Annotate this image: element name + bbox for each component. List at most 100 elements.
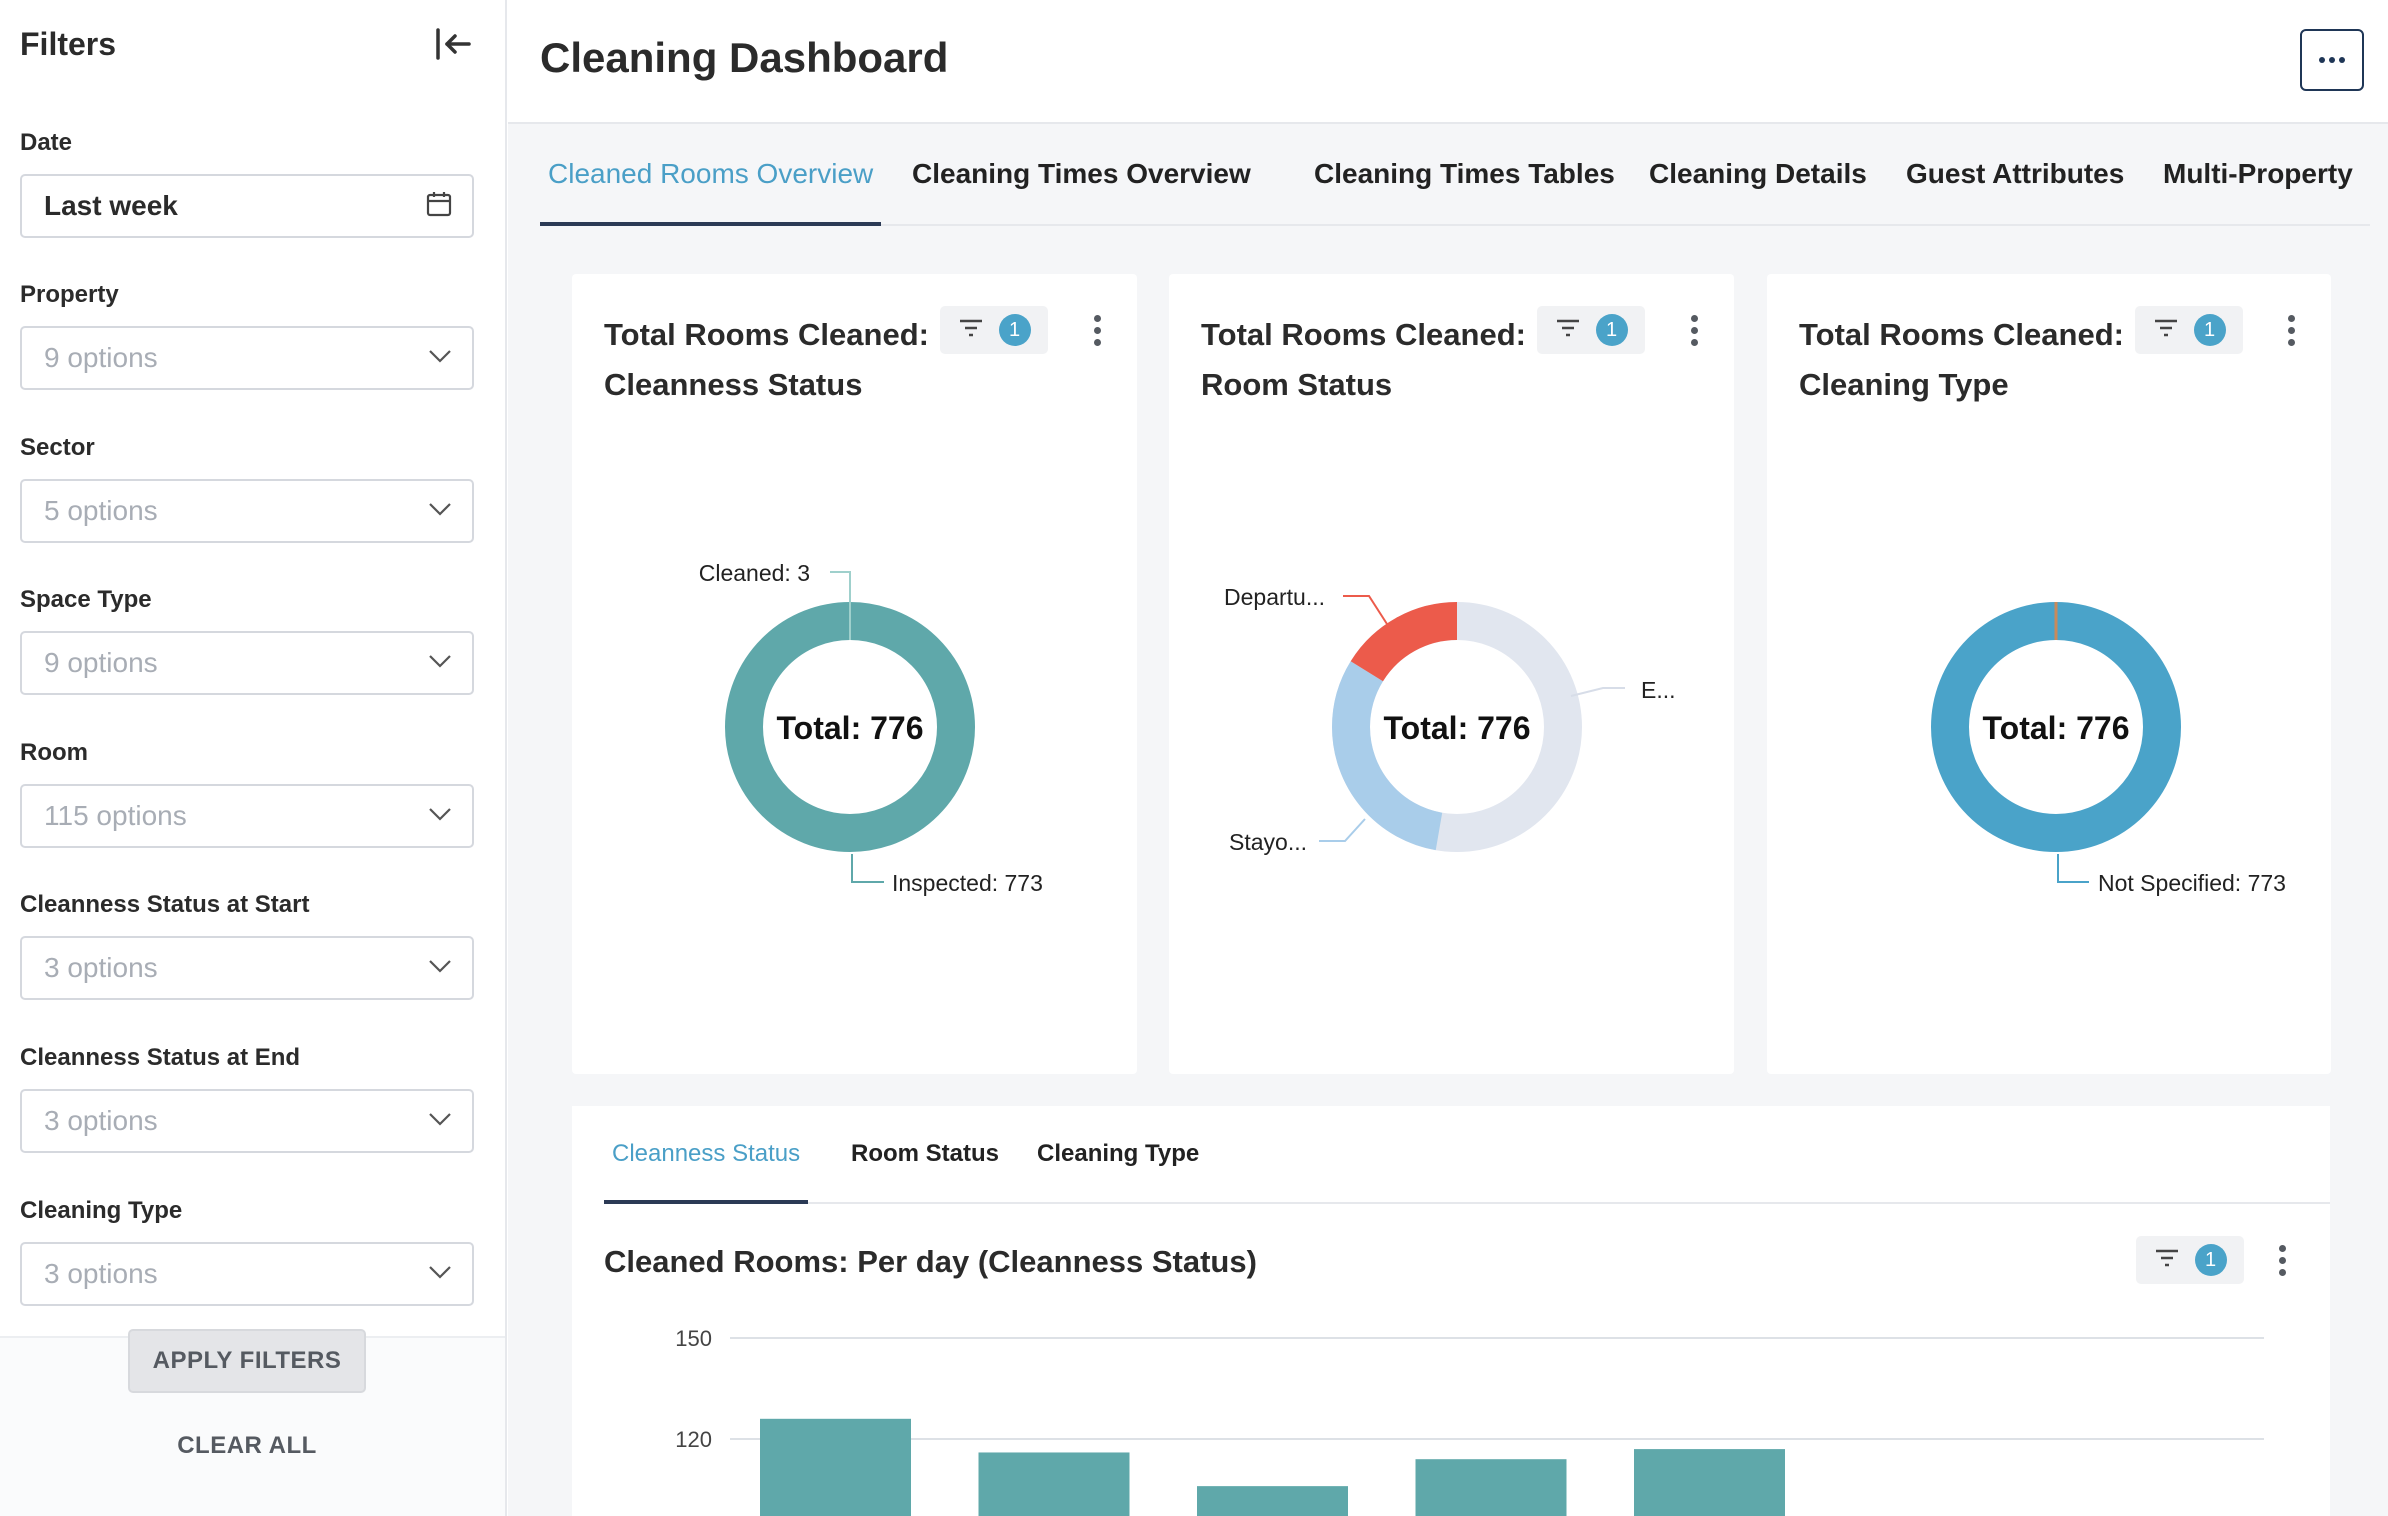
card-filter-chip[interactable]: 1 [1537, 306, 1645, 354]
cleanness-status-card: Total Rooms Cleaned: Cleanness Status 1 … [572, 274, 1137, 1074]
bar-day-1[interactable] [760, 1418, 911, 1516]
cleanness-start-placeholder: 3 options [44, 952, 158, 983]
per-day-bar-chart: 150 120 [675, 1326, 2264, 1516]
filter-label: Cleaning Type [20, 1197, 183, 1224]
card-title: Total Rooms Cleaned: Room Status [1201, 317, 1526, 402]
sector-select[interactable]: 5 options [20, 479, 474, 543]
leader-line-cleaned [830, 571, 851, 640]
filter-cleaning-type: Cleaning Type 3 options [20, 1196, 474, 1306]
date-value: Last week [44, 190, 178, 221]
leader-line-inspected [851, 854, 884, 883]
sidebar-header: Filters [20, 22, 475, 66]
bar-day-5[interactable] [1634, 1449, 1785, 1516]
collapse-left-icon[interactable] [431, 22, 475, 66]
chevron-down-icon [428, 654, 452, 673]
room-status-donut: Departu... E... Stayo... Total: 776 [1224, 584, 1676, 855]
filter-count-badge: 1 [1595, 314, 1628, 346]
dashboard-tabs: Cleaned Rooms Overview Cleaning Times Ov… [540, 124, 2370, 226]
chart-title: Cleaned Rooms: Per day (Cleanness Status… [604, 1244, 1257, 1279]
donut-center-total: Total: 776 [1384, 710, 1531, 746]
chevron-down-icon [428, 1112, 452, 1131]
cleanness-start-select[interactable]: 3 options [20, 936, 474, 1000]
topbar: Cleaning Dashboard [508, 0, 2388, 124]
card-filter-chip[interactable]: 1 [2135, 306, 2243, 354]
tab-multi-property[interactable]: Multi-Property [2163, 158, 2353, 189]
cleaning-type-card: Total Rooms Cleaned: Cleaning Type 1 Not… [1767, 274, 2331, 1074]
cleanness-status-donut: Cleaned: 3 Inspected: 773 Total: 776 [699, 560, 1043, 896]
slice-label-not-specified: Not Specified: 773 [2098, 870, 2286, 896]
slice-label-stayo: Stayo... [1229, 829, 1307, 855]
property-select[interactable]: 9 options [20, 326, 474, 390]
bar-day-4[interactable] [1415, 1459, 1567, 1516]
tab-cleaning-details[interactable]: Cleaning Details [1649, 158, 1867, 189]
tab-guest-attributes[interactable]: Guest Attributes [1906, 158, 2125, 189]
filter-label: Property [20, 281, 119, 308]
slice-label-e: E... [1641, 677, 1676, 703]
space-type-select[interactable]: 9 options [20, 631, 474, 695]
filter-icon [958, 318, 984, 343]
clear-all-button[interactable]: CLEAR ALL [177, 1432, 317, 1459]
property-placeholder: 9 options [44, 342, 158, 373]
filter-cleanness-start: Cleanness Status at Start 3 options [20, 890, 474, 1000]
filter-space-type: Space Type 9 options [20, 585, 474, 695]
sidebar-title: Filters [20, 25, 117, 62]
filter-label: Cleanness Status at Start [20, 891, 310, 918]
filter-room: Room 115 options [20, 738, 474, 848]
subtab-cleaning-type[interactable]: Cleaning Type [1037, 1140, 1200, 1167]
chevron-down-icon [428, 807, 452, 826]
tab-cleaned-rooms-overview[interactable]: Cleaned Rooms Overview [540, 124, 882, 226]
filter-date: Date Last week [20, 128, 474, 238]
filter-label: Sector [20, 434, 95, 461]
main-content: Cleaning Dashboard Cleaned Rooms Overvie… [508, 0, 2388, 1516]
chevron-down-icon [428, 959, 452, 978]
leader-line-not-specified [2057, 854, 2089, 883]
card-title: Total Rooms Cleaned: Cleanness Status [604, 317, 929, 402]
room-status-card: Total Rooms Cleaned: Room Status 1 Depar… [1169, 274, 1734, 1074]
kebab-menu-icon[interactable] [1682, 306, 1706, 354]
bar-day-3[interactable] [1197, 1486, 1348, 1516]
cleaning-type-placeholder: 3 options [44, 1258, 158, 1289]
filter-cleanness-end: Cleanness Status at End 3 options [20, 1043, 474, 1153]
cleanness-end-select[interactable]: 3 options [20, 1089, 474, 1153]
slice-label-inspected: Inspected: 773 [892, 870, 1043, 896]
filter-icon [1555, 318, 1581, 343]
cleaning-type-select[interactable]: 3 options [20, 1242, 474, 1306]
filter-count-badge: 1 [2194, 1244, 2227, 1276]
cleaning-type-donut: Not Specified: 773 Total: 776 [1931, 602, 2286, 896]
donut-slice-stayo [1332, 602, 1582, 852]
chart-filter-chip[interactable]: 1 [2136, 1236, 2244, 1284]
apply-filters-button[interactable]: APPLY FILTERS [128, 1329, 366, 1393]
subtab-room-status[interactable]: Room Status [851, 1140, 1000, 1167]
card-filter-chip[interactable]: 1 [940, 306, 1048, 354]
tab-cleaning-times-tables[interactable]: Cleaning Times Tables [1314, 158, 1615, 189]
sector-placeholder: 5 options [44, 495, 158, 526]
donut-center-total: Total: 776 [1983, 710, 2130, 746]
donut-center-total: Total: 776 [777, 710, 924, 746]
kebab-menu-icon[interactable] [2279, 306, 2303, 354]
donut-slice-departure [1332, 602, 1582, 852]
subtab-cleanness-status[interactable]: Cleanness Status [603, 1106, 809, 1204]
leader-line-e [1570, 687, 1625, 697]
filter-count-badge: 1 [998, 314, 1031, 346]
kebab-menu-icon[interactable] [2270, 1236, 2294, 1284]
kebab-menu-icon[interactable] [1085, 306, 1109, 354]
filter-label: Cleanness Status at End [20, 1044, 301, 1071]
space-type-placeholder: 9 options [44, 647, 158, 678]
date-picker[interactable]: Last week [20, 174, 474, 238]
filter-icon [2154, 1248, 2180, 1273]
leader-line-departure [1343, 595, 1388, 625]
filter-property: Property 9 options [20, 280, 474, 390]
filter-icon [2153, 318, 2179, 343]
more-horizontal-icon[interactable] [2300, 29, 2364, 91]
calendar-icon [426, 191, 452, 222]
bar-day-2[interactable] [978, 1452, 1130, 1516]
room-select[interactable]: 115 options [20, 784, 474, 848]
filter-label: Space Type [20, 586, 152, 613]
card-title: Total Rooms Cleaned: Cleaning Type [1799, 317, 2124, 402]
slice-label-cleaned: Cleaned: 3 [699, 560, 810, 586]
filters-sidebar: Filters Date Last week Property [0, 0, 507, 1516]
chevron-down-icon [428, 349, 452, 368]
filter-label: Date [20, 129, 73, 156]
tab-cleaning-times-overview[interactable]: Cleaning Times Overview [912, 158, 1251, 189]
y-tick-label: 150 [675, 1326, 712, 1351]
